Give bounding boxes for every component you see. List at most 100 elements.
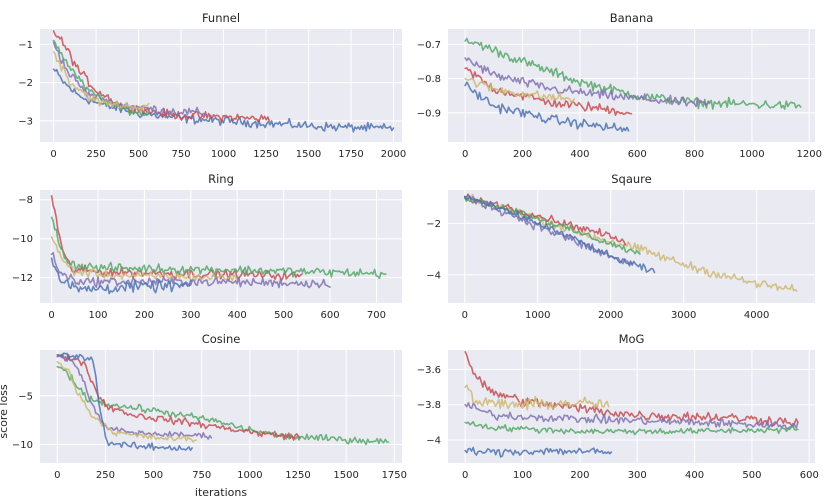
x-tick-label: 250 <box>87 149 106 160</box>
y-tick-label: −8 <box>18 195 33 206</box>
x-tick-label: 100 <box>513 470 532 481</box>
x-tick-label: 600 <box>628 149 647 160</box>
series-line-3 <box>464 67 633 116</box>
panel-title: Cosine <box>202 332 241 346</box>
panel-banana: 0 200 400 600 800 1000 1200 −0.7 −0.8 −0.9 Banana <box>417 11 822 160</box>
panel-title: Ring <box>208 172 234 186</box>
series-line-3 <box>464 402 799 430</box>
series-line-1 <box>464 37 802 110</box>
series-line-2 <box>50 216 387 280</box>
series-line-4 <box>50 251 331 289</box>
series-line-2 <box>464 384 610 411</box>
x-tick-label: 0 <box>462 470 468 481</box>
series-line-5 <box>50 257 192 295</box>
x-tick-label: 700 <box>367 310 386 321</box>
panel-mog: 0 100 200 300 400 500 600 −3.6 −3.8 −4 MoG <box>417 332 819 481</box>
x-tick-label: 500 <box>742 470 761 481</box>
y-tick-label: −3.8 <box>417 400 441 411</box>
series-line-2 <box>464 57 710 108</box>
panel-ring: 0 100 200 300 400 500 600 700 −8 −10 −12 Ring <box>12 172 402 321</box>
series-group <box>50 195 387 295</box>
x-tick-label: 750 <box>192 470 211 481</box>
panel-title: Funnel <box>202 11 240 25</box>
panel-sqaure: 0 1000 2000 3000 4000 −2 −4 Sqaure <box>426 172 815 321</box>
y-tick-label: −0.7 <box>417 40 441 51</box>
plot-background <box>40 190 402 303</box>
x-tick-label: 0 <box>48 310 54 321</box>
x-tick-label: 400 <box>228 310 247 321</box>
panel-cosine: 0 250 500 750 1000 1250 1500 1750 −5 −10 Cosine ite… <box>0 332 407 498</box>
y-tick-label: −0.8 <box>417 74 441 85</box>
x-tick-label: 600 <box>321 310 340 321</box>
series-group <box>464 37 802 133</box>
series-line-5 <box>52 51 150 112</box>
x-tick-label: 1200 <box>797 149 822 160</box>
panel-funnel: 0 250 500 750 1000 1250 1500 1750 2000 −1 −2 −3 Funn… <box>18 11 406 160</box>
series-line-3 <box>50 236 238 282</box>
x-tick-label: 400 <box>570 149 589 160</box>
panel-title: MoG <box>619 332 645 346</box>
x-tick-label: 4000 <box>744 310 769 321</box>
x-tick-label: 400 <box>685 470 704 481</box>
series-line-5 <box>464 446 613 458</box>
y-tick-label: −10 <box>12 234 33 245</box>
x-tick-label: 1250 <box>285 470 310 481</box>
x-tick-label: 250 <box>96 470 115 481</box>
x-tick-label: 1750 <box>382 470 407 481</box>
series-line-1 <box>52 68 395 133</box>
panel-title: Sqaure <box>611 172 652 186</box>
series-line-4 <box>464 420 799 436</box>
series-group <box>464 351 799 458</box>
panel-title: Banana <box>610 11 654 25</box>
x-tick-label: 200 <box>135 310 154 321</box>
x-tick-label: 3000 <box>671 310 696 321</box>
y-tick-label: −12 <box>12 273 33 284</box>
series-group <box>56 352 390 452</box>
x-tick-label: 300 <box>181 310 200 321</box>
y-tick-label: −5 <box>18 391 33 402</box>
x-tick-label: 200 <box>513 149 532 160</box>
x-tick-label: 1250 <box>253 149 278 160</box>
x-tick-label: 0 <box>54 470 60 481</box>
y-tick-label: −4 <box>426 436 441 447</box>
x-tick-label: 600 <box>800 470 819 481</box>
x-tick-label: 750 <box>172 149 191 160</box>
x-tick-label: 1500 <box>296 149 321 160</box>
x-tick-label: 1000 <box>211 149 236 160</box>
x-tick-label: 1000 <box>739 149 764 160</box>
series-line-4 <box>464 77 575 103</box>
x-tick-label: 500 <box>129 149 148 160</box>
series-line-5 <box>464 195 656 274</box>
series-line-4 <box>56 360 197 443</box>
x-tick-label: 200 <box>570 470 589 481</box>
y-axis-label: score loss <box>0 384 10 439</box>
y-tick-label: −4 <box>426 270 441 281</box>
x-tick-label: 500 <box>274 310 293 321</box>
x-tick-label: 800 <box>685 149 704 160</box>
series-group <box>52 30 395 133</box>
plot-background <box>448 29 815 142</box>
x-tick-label: 0 <box>462 310 468 321</box>
x-axis-label: iterations <box>195 486 247 498</box>
series-line-3 <box>52 41 208 116</box>
y-tick-label: −2 <box>18 78 33 89</box>
x-tick-label: 1750 <box>338 149 363 160</box>
y-tick-label: −10 <box>12 440 33 451</box>
x-tick-label: 1500 <box>333 470 358 481</box>
y-tick-label: −1 <box>18 40 33 51</box>
series-line-4 <box>52 39 150 117</box>
x-tick-label: 1000 <box>237 470 262 481</box>
series-line-5 <box>464 81 630 133</box>
series-line-5 <box>56 352 193 452</box>
x-tick-label: 2000 <box>381 149 406 160</box>
y-tick-label: −0.9 <box>417 108 441 119</box>
series-line-2 <box>52 30 271 123</box>
x-tick-label: 100 <box>88 310 107 321</box>
x-tick-label: 0 <box>462 149 468 160</box>
x-tick-label: 300 <box>628 470 647 481</box>
y-tick-label: −3.6 <box>417 365 441 376</box>
x-tick-label: 2000 <box>598 310 623 321</box>
y-tick-label: −3 <box>18 116 33 127</box>
x-tick-label: 500 <box>144 470 163 481</box>
